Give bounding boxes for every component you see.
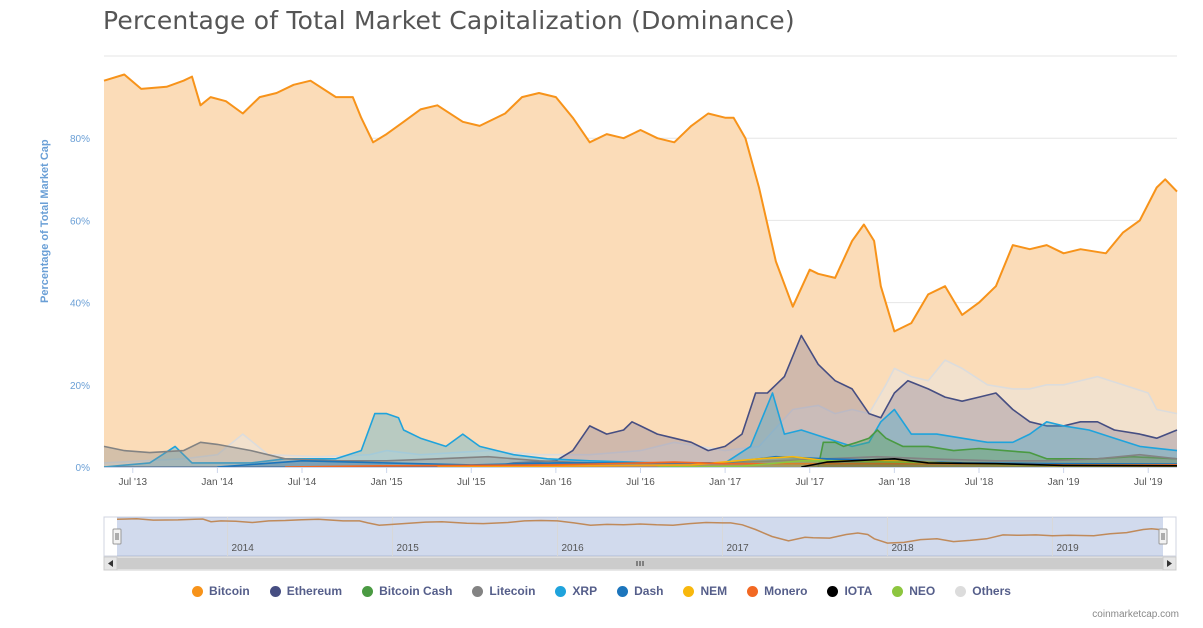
series-area-iota — [801, 458, 1177, 467]
navigator-year-label: 2017 — [726, 543, 749, 554]
x-tick-label: Jul '13 — [118, 477, 147, 488]
series-line-litecoin[interactable] — [103, 441, 1178, 464]
x-tick-label: Jul '15 — [457, 477, 486, 488]
legend-item-dash[interactable]: Dash — [617, 584, 663, 598]
legend-label: XRP — [572, 584, 598, 598]
x-tick-label: Jan '15 — [371, 477, 403, 488]
legend-item-others[interactable]: Others — [955, 584, 1011, 598]
legend-marker — [827, 585, 839, 597]
navigator-year-label: 2019 — [1056, 543, 1079, 554]
x-tick-label: Jan '17 — [709, 477, 741, 488]
series-layer[interactable] — [103, 73, 1178, 468]
navigator-year-label: 2018 — [891, 543, 914, 554]
y-tick-label: 20% — [70, 381, 90, 392]
x-tick-label: Jul '14 — [288, 477, 317, 488]
y-tick-label: 0% — [76, 463, 91, 474]
x-axis: Jul '13 Jan '14 Jul '14 Jan '15 Jul '15 Jan '… — [104, 467, 1177, 488]
y-axis: 0% 20% 40% 60% 80% — [70, 134, 90, 474]
scroll-left-button[interactable] — [103, 556, 118, 571]
series-bitcoin[interactable] — [103, 73, 1178, 468]
navigator-year-label: 2016 — [562, 543, 585, 554]
x-tick-label: Jan '18 — [878, 477, 910, 488]
legend-label: Ethereum — [286, 584, 343, 598]
legend-item-ethereum[interactable]: Ethereum — [269, 584, 343, 598]
legend-item-xrp[interactable]: XRP — [555, 584, 597, 598]
legend-marker — [955, 585, 967, 597]
legend-marker — [269, 585, 281, 597]
legend-label: Monero — [764, 584, 808, 598]
series-ethereum[interactable] — [104, 334, 1178, 468]
series-xrp[interactable] — [103, 392, 1178, 468]
navigator-year-label: 2015 — [397, 543, 420, 554]
legend-marker — [555, 585, 567, 597]
navigator-right-handle[interactable] — [1158, 528, 1168, 545]
legend-label: Bitcoin — [209, 584, 250, 598]
legend-marker — [747, 585, 759, 597]
legend-label: NEM — [700, 584, 728, 598]
x-tick-label: Jul '17 — [795, 477, 824, 488]
series-line-ethereum[interactable] — [104, 334, 1178, 468]
legend-item-monero[interactable]: Monero — [747, 584, 807, 598]
series-line-bitcoin[interactable] — [103, 73, 1178, 333]
x-tick-label: Jul '18 — [965, 477, 994, 488]
legend-label: Litecoin — [489, 584, 536, 598]
y-tick-label: 80% — [70, 134, 90, 145]
navigator-selection[interactable] — [117, 517, 1163, 556]
x-tick-label: Jul '19 — [1134, 477, 1163, 488]
legend-marker — [192, 585, 204, 597]
legend-item-neo[interactable]: NEO — [892, 584, 935, 598]
navigator-year-label: 2014 — [232, 543, 255, 554]
legend-marker — [892, 585, 904, 597]
navigator-left-handle[interactable] — [112, 528, 122, 545]
legend-label: Others — [972, 584, 1011, 598]
legend-label: NEO — [909, 584, 936, 598]
series-others[interactable] — [103, 359, 1178, 467]
series-area-ethereum — [104, 335, 1177, 467]
x-tick-label: Jan '16 — [540, 477, 572, 488]
legend-item-bitcoin[interactable]: Bitcoin — [192, 584, 250, 598]
series-area-others — [104, 360, 1177, 467]
navigator-scrollbar[interactable] — [103, 556, 1177, 571]
y-tick-label: 60% — [70, 216, 90, 227]
x-tick-label: Jan '14 — [201, 477, 233, 488]
legend-item-bitcoin-cash[interactable]: Bitcoin Cash — [362, 584, 452, 598]
chart-title: Percentage of Total Market Capitalizatio… — [103, 6, 795, 35]
x-tick-label: Jul '16 — [626, 477, 655, 488]
credits-link[interactable]: coinmarketcap.com — [1092, 609, 1179, 620]
y-tick-label: 40% — [70, 299, 90, 310]
legend-item-litecoin[interactable]: Litecoin — [472, 584, 535, 598]
legend-label: Bitcoin Cash — [379, 584, 453, 598]
legend-marker — [683, 585, 695, 597]
legend-marker — [472, 585, 484, 597]
series-line-xrp[interactable] — [103, 392, 1178, 468]
legend: Bitcoin Ethereum Bitcoin Cash Litecoin XRP Da… — [0, 584, 1203, 600]
legend-label: Dash — [634, 584, 664, 598]
legend-marker — [617, 585, 629, 597]
legend-item-iota[interactable]: IOTA — [827, 584, 872, 598]
series-area-bitcoin — [104, 74, 1177, 467]
series-line-bitcoin-cash[interactable] — [817, 429, 1178, 468]
legend-item-nem[interactable]: NEM — [683, 584, 727, 598]
navigator-series-line — [116, 518, 1164, 544]
x-tick-label: Jan '19 — [1048, 477, 1080, 488]
scroll-right-button[interactable] — [1162, 556, 1177, 571]
legend-label: IOTA — [844, 584, 873, 598]
series-line-iota[interactable] — [801, 458, 1178, 468]
legend-marker — [362, 585, 374, 597]
series-iota[interactable] — [801, 458, 1178, 468]
series-area-xrp — [104, 393, 1177, 467]
series-line-others[interactable] — [103, 359, 1178, 464]
